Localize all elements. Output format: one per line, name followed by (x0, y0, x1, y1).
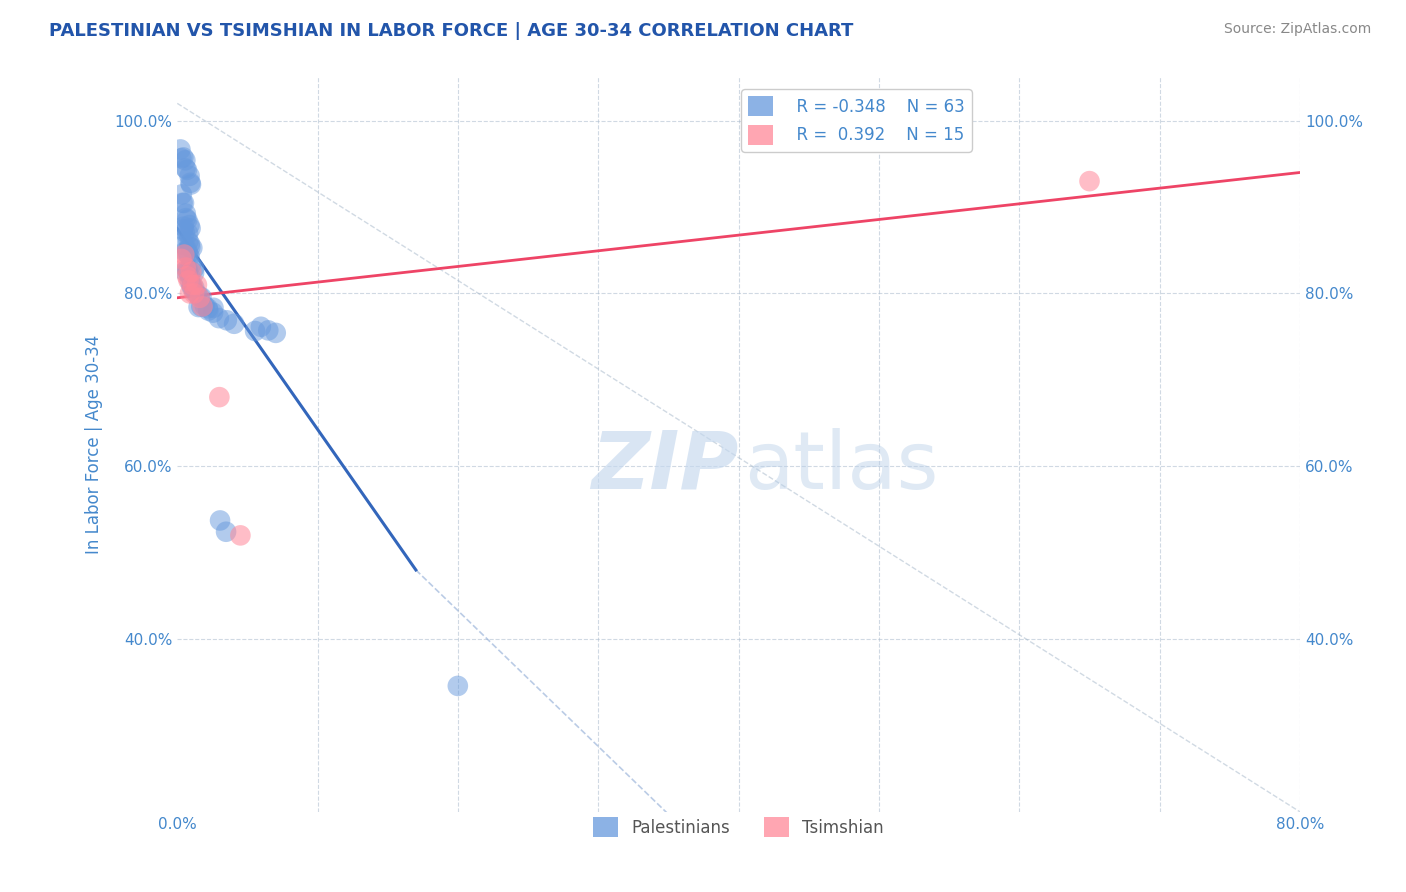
Point (177, 234, 200, 248)
Point (180, 178, 202, 192)
Point (209, 513, 232, 527)
Point (208, 390, 231, 404)
Point (1078, 174, 1101, 188)
Point (197, 303, 219, 318)
Point (176, 264, 198, 278)
Point (180, 221, 202, 235)
Point (183, 280, 205, 294)
Point (173, 238, 195, 252)
Point (229, 528, 252, 542)
Point (176, 162, 198, 177)
Point (447, 679, 470, 693)
Point (224, 317, 246, 331)
Point (243, 324, 266, 338)
Text: PALESTINIAN VS TSIMSHIAN IN LABOR FORCE | AGE 30-34 CORRELATION CHART: PALESTINIAN VS TSIMSHIAN IN LABOR FORCE … (49, 22, 853, 40)
Point (176, 269, 198, 284)
Point (179, 269, 201, 284)
Point (179, 169, 201, 183)
Point (180, 258, 202, 272)
Point (173, 244, 195, 259)
Point (250, 319, 273, 334)
Point (174, 161, 197, 176)
Point (181, 241, 204, 255)
Point (181, 277, 204, 292)
Text: ZIP: ZIP (592, 427, 738, 506)
Point (176, 244, 198, 258)
Point (179, 236, 201, 251)
Text: Source: ZipAtlas.com: Source: ZipAtlas.com (1223, 22, 1371, 37)
Point (172, 195, 194, 210)
Point (183, 286, 205, 301)
Point (179, 274, 201, 288)
Point (179, 286, 201, 301)
Point (174, 206, 197, 220)
Point (170, 252, 193, 266)
Point (177, 227, 200, 241)
Point (191, 300, 214, 314)
Legend: Palestinians, Tsimshian: Palestinians, Tsimshian (586, 810, 890, 844)
Point (170, 151, 193, 165)
Point (215, 524, 238, 539)
Point (202, 306, 225, 320)
Point (176, 212, 198, 227)
Point (177, 273, 200, 287)
Point (169, 143, 191, 157)
Point (194, 299, 217, 313)
Point (186, 277, 208, 292)
Point (179, 240, 201, 254)
Y-axis label: In Labor Force | Age 30-34: In Labor Force | Age 30-34 (86, 335, 103, 554)
Point (174, 264, 197, 278)
Point (174, 211, 197, 226)
Text: atlas: atlas (744, 427, 939, 506)
Point (172, 150, 194, 164)
Point (257, 323, 280, 337)
Point (180, 278, 202, 293)
Point (173, 196, 195, 211)
Point (190, 290, 212, 304)
Point (202, 301, 225, 315)
Point (264, 326, 287, 340)
Point (208, 311, 231, 326)
Point (174, 153, 197, 168)
Point (179, 218, 201, 232)
Point (183, 284, 205, 298)
Point (177, 247, 200, 261)
Point (186, 286, 208, 301)
Point (174, 260, 197, 275)
Point (173, 225, 195, 239)
Point (176, 261, 198, 276)
Point (197, 301, 219, 316)
Point (173, 219, 195, 234)
Point (179, 176, 201, 190)
Point (215, 313, 238, 327)
Point (190, 300, 212, 314)
Point (183, 261, 205, 276)
Point (188, 290, 211, 304)
Point (180, 265, 202, 279)
Point (183, 266, 205, 280)
Point (170, 187, 193, 202)
Point (188, 291, 211, 305)
Point (173, 247, 195, 261)
Point (172, 222, 194, 236)
Point (187, 300, 209, 314)
Point (180, 279, 202, 293)
Point (179, 249, 201, 263)
